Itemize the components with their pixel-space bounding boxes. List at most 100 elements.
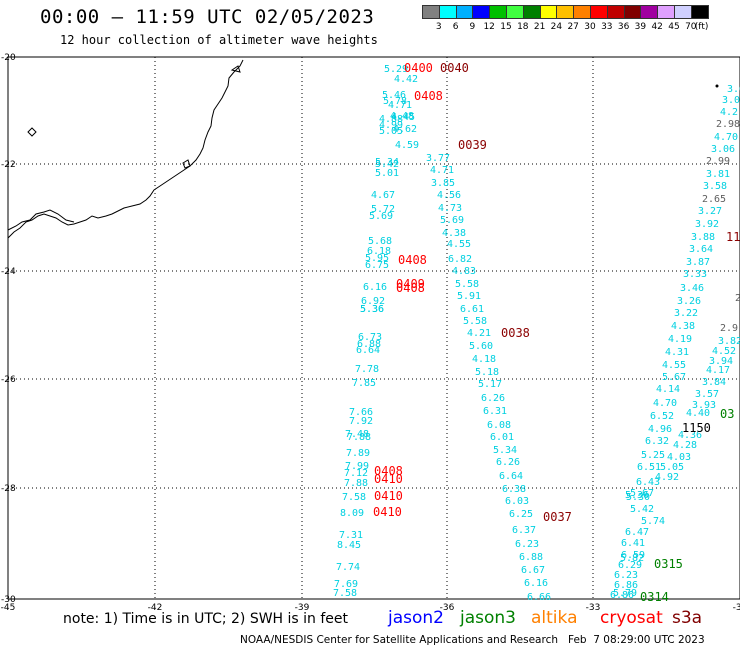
color-scale-label: 3	[435, 22, 442, 32]
swh-value: 4.45	[391, 112, 415, 123]
latitude-label: -30	[1, 595, 16, 605]
swh-value: 5.91	[457, 291, 481, 302]
swh-value: 4.99	[379, 120, 403, 131]
pass-time-label: 0314	[640, 590, 669, 604]
color-scale-label: 39	[634, 22, 647, 32]
legend-item-altika: altika	[531, 608, 578, 628]
swh-value: 2.65	[702, 194, 726, 205]
swh-value: 3.94	[709, 356, 733, 367]
pass-time-label: 0400	[404, 61, 433, 75]
swh-value: 5.36	[360, 304, 384, 315]
swh-value: 6.31	[483, 406, 507, 417]
swh-value: 7.92	[349, 416, 373, 427]
swh-value: 6.23	[515, 539, 539, 550]
swh-value: 3.26	[677, 296, 701, 307]
station-point	[715, 84, 719, 88]
coastline-island	[230, 65, 241, 73]
swh-value: 6.29	[618, 560, 642, 571]
swh-value: 5.78	[383, 96, 407, 107]
swh-value: 7.78	[355, 364, 379, 375]
swh-value: 5.69	[440, 215, 464, 226]
swh-value: 5.18	[475, 367, 499, 378]
swh-value: 6.64	[356, 345, 380, 356]
swh-value: 7.69	[334, 579, 358, 590]
swh-value: 6.32	[645, 436, 669, 447]
credit-line: NOAA/NESDIS Center for Satellite Applica…	[240, 634, 705, 646]
swh-value: 5.17	[478, 379, 502, 390]
swh-value: 6.64	[499, 471, 523, 482]
swh-value: 4.70	[714, 132, 738, 143]
swh-value: 7.31	[339, 530, 363, 541]
swh-value: 6.75	[365, 260, 389, 271]
swh-value: 3.22	[674, 308, 698, 319]
swh-value: 5.05	[379, 126, 403, 137]
latitude-label: -20	[1, 53, 16, 63]
coastline-bay	[7, 209, 75, 231]
swh-value: 5.58	[455, 279, 479, 290]
swh-value: 5.46	[382, 90, 406, 101]
swh-value: 4.67	[371, 190, 395, 201]
swh-value: 5.67	[662, 372, 686, 383]
swh-value: 6.26	[481, 393, 505, 404]
color-scale-label: 24	[550, 22, 563, 32]
pass-time-label: 0037	[543, 510, 572, 524]
latitude-label: -22	[1, 160, 16, 170]
swh-value: 4.14	[656, 384, 680, 395]
swh-value: 4.52	[712, 346, 736, 357]
longitude-label: -36	[440, 603, 455, 613]
swh-value: 7.58	[333, 588, 357, 599]
longitude-label: -42	[148, 603, 163, 613]
swh-value: 6.43	[636, 477, 660, 488]
swh-value: 3.82	[718, 336, 740, 347]
coastline-island	[27, 127, 37, 137]
longitude-label: -33	[586, 603, 601, 613]
swh-value: 6.61	[460, 304, 484, 315]
swh-value: 4.71	[388, 100, 412, 111]
pass-time-label: 0410	[374, 489, 403, 503]
color-scale-label: 21	[533, 22, 546, 32]
swh-value: 6.88	[357, 339, 381, 350]
swh-value: 5.74	[641, 516, 665, 527]
swh-value: 7.89	[346, 448, 370, 459]
color-scale-label: 18	[517, 22, 529, 32]
pass-time-label: 0408	[398, 253, 427, 267]
swh-value: 7.48	[345, 429, 369, 440]
swh-value: 6.16	[524, 578, 548, 589]
color-scale-label: 15	[500, 22, 512, 32]
swh-value: 6.47	[625, 527, 649, 538]
longitude-label: -45	[1, 603, 16, 613]
legend-item-cryosat: cryosat	[600, 608, 663, 628]
swh-value: 6.86	[614, 580, 638, 591]
swh-value: 7.66	[349, 407, 373, 418]
swh-value: 5.36	[625, 490, 649, 501]
swh-value: 7.58	[342, 492, 366, 503]
swh-value: 5.34	[493, 445, 517, 456]
color-scale-label: 30	[584, 22, 596, 32]
swh-value: 7.85	[352, 378, 376, 389]
swh-value: 4.03	[667, 452, 691, 463]
swh-value: 6.82	[448, 254, 472, 265]
swh-value: 3.92	[695, 219, 719, 230]
swh-value: 6.52	[650, 411, 674, 422]
color-scale-label: 12	[483, 22, 495, 32]
swh-value: 7.74	[336, 562, 360, 573]
swh-value: 6.26	[496, 457, 520, 468]
swh-value: 6.38	[502, 484, 526, 495]
swh-value: 3.81	[706, 169, 730, 180]
pass-time-label: 0040	[440, 61, 469, 75]
longitude-label: -39	[295, 603, 310, 613]
swh-value: 6.16	[363, 282, 387, 293]
swh-value: 3.64	[689, 244, 713, 255]
swh-value: 5.72	[371, 204, 395, 215]
swh-value: 3.27	[698, 206, 722, 217]
swh-value: 7.12	[344, 468, 368, 479]
swh-value: 5.34	[375, 157, 399, 168]
swh-value: 5.29	[384, 64, 408, 75]
page-title: 00:00 – 11:59 UTC 02/05/2023	[40, 6, 375, 28]
swh-value: 4.92	[655, 472, 679, 483]
altimeter-tracks: 5.294.425.465.784.714.884.454.994.484.62…	[333, 61, 740, 604]
swh-value: 6.25	[509, 509, 533, 520]
swh-value: 5.95	[365, 253, 389, 264]
swh-value: 7.88	[347, 432, 371, 443]
